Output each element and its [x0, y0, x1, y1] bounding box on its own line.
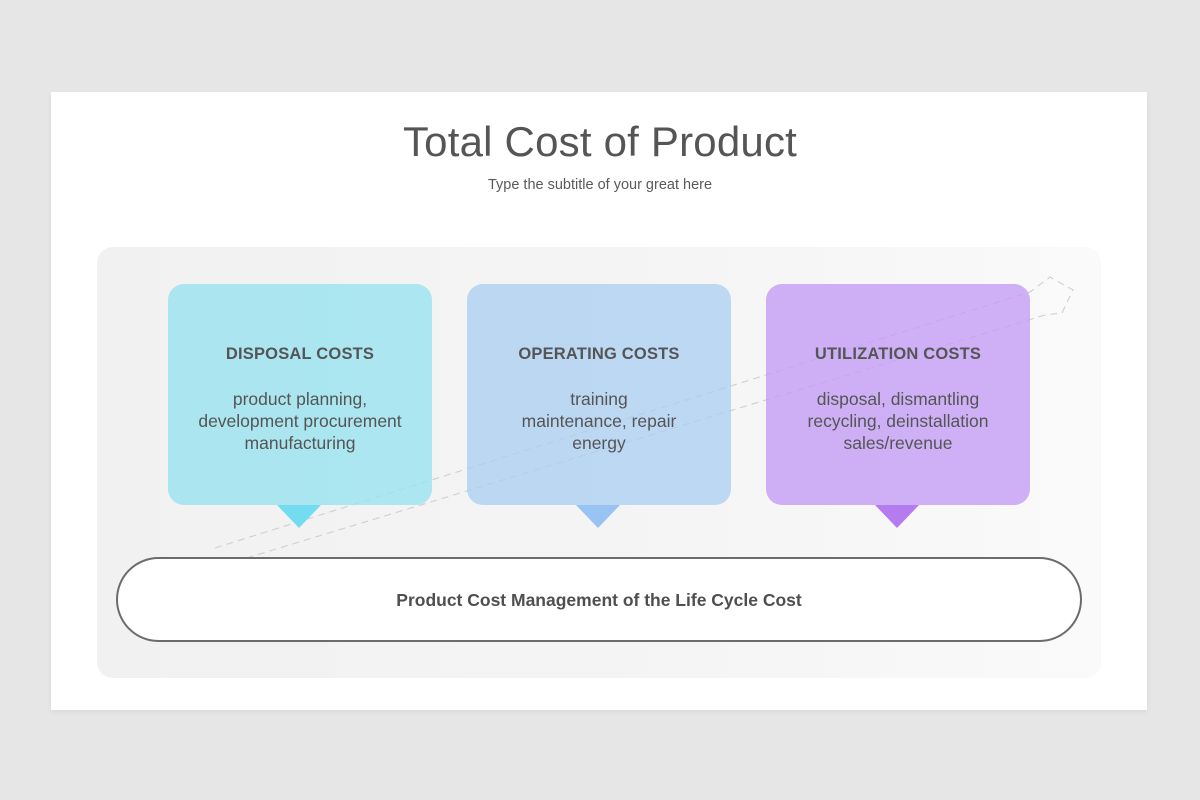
card-line: product planning, — [232, 389, 368, 409]
footer-pill: Product Cost Management of the Life Cycl… — [116, 557, 1082, 642]
pointer-triangle-icon — [277, 505, 321, 528]
footer-pill-label: Product Cost Management of the Life Cycl… — [396, 590, 802, 610]
card-body: training maintenance, repair energy — [467, 388, 731, 454]
card-line: maintenance, repair — [521, 411, 677, 431]
card-line: sales/revenue — [843, 433, 953, 453]
pointer-triangle-icon — [576, 505, 620, 528]
card-line: energy — [572, 433, 626, 453]
card-title: DISPOSAL COSTS — [225, 345, 375, 363]
pointer-triangle-icon — [875, 505, 919, 528]
card-title: OPERATING COSTS — [518, 345, 680, 363]
card-disposal-costs: DISPOSAL COSTS product planning, develop… — [168, 284, 432, 505]
card-line: recycling, deinstallation — [807, 411, 989, 431]
card-body: disposal, dismantling recycling, deinsta… — [766, 388, 1030, 454]
card-title: UTILIZATION COSTS — [814, 345, 982, 363]
card-line: manufacturing — [244, 433, 356, 453]
card-operating-costs: OPERATING COSTS training maintenance, re… — [467, 284, 731, 505]
slide-subtitle: Type the subtitle of your great here — [487, 177, 713, 193]
card-body: product planning, development procuremen… — [168, 388, 432, 454]
card-line: training — [570, 389, 628, 409]
card-line: disposal, dismantling — [816, 389, 980, 409]
card-line: development procurement — [198, 411, 402, 431]
card-utilization-costs: UTILIZATION COSTS disposal, dismantling … — [766, 284, 1030, 505]
slide-title: Total Cost of Product — [402, 118, 798, 165]
